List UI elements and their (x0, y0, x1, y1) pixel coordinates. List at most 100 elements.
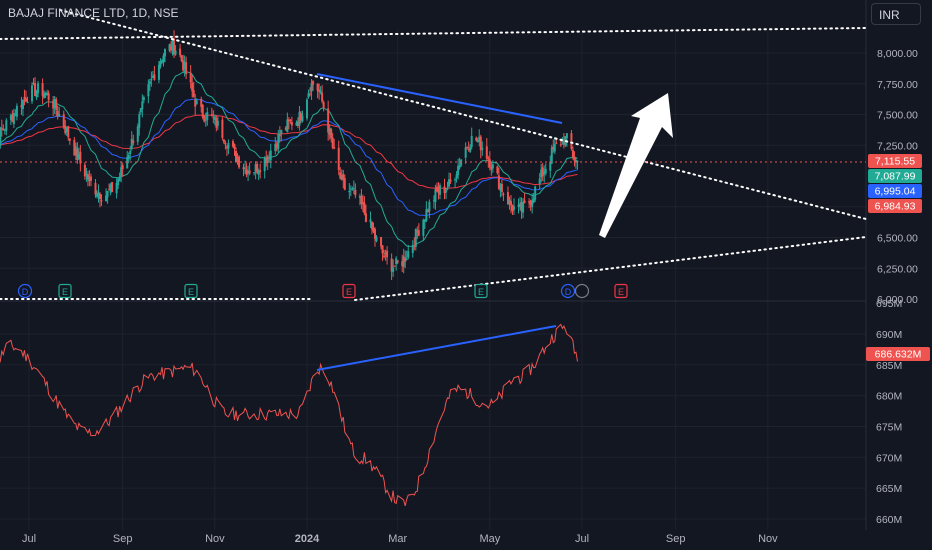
candle-body (254, 164, 257, 172)
candle-body (446, 188, 449, 190)
candle-body (163, 49, 166, 57)
candle-body (458, 165, 461, 168)
candle-body (540, 169, 543, 178)
time-tick-label: Sep (113, 533, 133, 545)
candle-body (360, 196, 363, 205)
candle-body (171, 40, 174, 51)
candle-body (58, 114, 61, 117)
candle-body (159, 61, 162, 67)
candle-body (259, 170, 262, 173)
currency-button[interactable]: INR (871, 3, 921, 25)
price-tag-bg (868, 184, 922, 198)
candle-body (414, 229, 417, 247)
candle-body (375, 237, 378, 241)
candle-body (234, 150, 237, 162)
candle-body (454, 179, 457, 181)
candle-body (174, 50, 177, 55)
candle-body (117, 179, 120, 185)
candle-body (449, 179, 452, 182)
price-tag-label: 6,984.93 (875, 201, 916, 213)
candle-body (339, 172, 342, 179)
candle-body (191, 82, 194, 92)
candle-body (396, 260, 399, 263)
candle-body (330, 129, 333, 139)
event-box (184, 283, 198, 299)
candle-body (312, 81, 315, 85)
candle-body (508, 199, 511, 205)
candle-body (425, 209, 428, 221)
projection-arrow (599, 93, 673, 238)
candle-body (523, 200, 526, 203)
candle-body (105, 195, 108, 202)
candle-body (21, 99, 24, 109)
candle-body (266, 156, 269, 163)
candle-body (550, 147, 553, 164)
candle-body (333, 146, 336, 149)
candle-body (301, 115, 304, 122)
candle-body (284, 127, 287, 130)
candle-body (318, 89, 321, 92)
candle-body (141, 101, 144, 109)
event-label: E (346, 287, 352, 297)
candle-body (9, 115, 12, 120)
candle-body (576, 160, 579, 163)
candle-body (120, 167, 123, 177)
event-marker-2: E (184, 283, 198, 299)
candle-body (426, 210, 429, 213)
candle-body (151, 75, 154, 78)
descending-trendline (59, 9, 867, 220)
candle-body (0, 128, 3, 130)
candle-body (106, 190, 109, 198)
candle-body (466, 146, 469, 148)
candle-body (244, 167, 247, 169)
candle-body (162, 55, 165, 63)
candle-body (88, 176, 91, 182)
price-tick-label: 7,500.00 (877, 110, 918, 122)
candle-body (67, 126, 70, 138)
event-label: E (188, 287, 194, 297)
candle-body (287, 119, 290, 122)
candle-body (263, 157, 266, 172)
candle-body (448, 179, 451, 187)
candle-body (331, 137, 334, 148)
candle-body (529, 201, 532, 205)
candle-body (286, 119, 289, 133)
candle-body (168, 44, 171, 51)
candle-body (404, 257, 407, 262)
candle-body (437, 189, 440, 193)
event-box (474, 283, 488, 299)
candle-body (86, 174, 89, 180)
volume-trend-blue-line (316, 325, 557, 371)
candle-body (342, 174, 345, 181)
candle-body (147, 84, 150, 97)
candle-body (544, 168, 547, 174)
candle-body (475, 137, 478, 141)
candle-body (374, 229, 377, 239)
candle-body (500, 183, 503, 192)
candle-body (392, 267, 395, 272)
candle-body (574, 160, 577, 163)
candle-body (236, 158, 239, 162)
candle-body (52, 100, 55, 109)
candle-body (416, 231, 419, 233)
candle-body (364, 213, 367, 223)
candle-body (79, 151, 82, 164)
candle-body (269, 150, 272, 161)
time-tick-label: Jul (22, 533, 36, 545)
candle-body (182, 60, 185, 71)
time-tick-label: Jul (575, 533, 589, 545)
candle-body (100, 200, 103, 202)
candle-body (570, 133, 573, 149)
candle-body (115, 183, 118, 194)
volume-tick-label: 660M (876, 514, 902, 526)
candle-body (383, 255, 386, 257)
candle-body (299, 113, 302, 121)
candle-body (522, 201, 525, 213)
candle-body (401, 261, 404, 267)
candle-body (64, 125, 67, 134)
candle-body (348, 191, 351, 193)
candle-body (15, 105, 18, 117)
candle-body (138, 114, 141, 128)
candle-body (111, 181, 114, 192)
candle-body (319, 90, 322, 93)
